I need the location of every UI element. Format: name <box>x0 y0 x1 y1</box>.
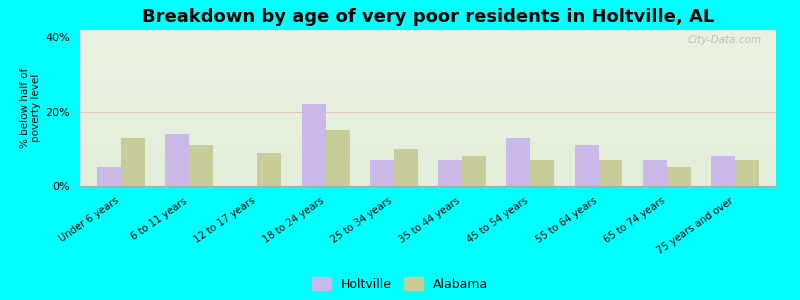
Title: Breakdown by age of very poor residents in Holtville, AL: Breakdown by age of very poor residents … <box>142 8 714 26</box>
Bar <box>530 160 554 186</box>
Bar <box>462 156 486 186</box>
Bar <box>370 160 394 186</box>
Bar <box>735 160 759 186</box>
Y-axis label: % below half of
poverty level: % below half of poverty level <box>20 68 42 148</box>
Legend: Holtville, Alabama: Holtville, Alabama <box>312 277 488 291</box>
Bar <box>166 134 189 186</box>
Bar <box>258 153 282 186</box>
Bar <box>574 145 598 186</box>
Bar <box>326 130 350 186</box>
Bar <box>598 160 622 186</box>
Bar <box>302 104 326 186</box>
Bar <box>394 149 418 186</box>
Bar <box>667 167 690 186</box>
Bar <box>97 167 121 186</box>
Bar <box>506 138 530 186</box>
Bar <box>643 160 667 186</box>
Bar <box>121 138 145 186</box>
Bar <box>438 160 462 186</box>
Bar <box>189 145 213 186</box>
Bar <box>711 156 735 186</box>
Text: City-Data.com: City-Data.com <box>688 35 762 45</box>
